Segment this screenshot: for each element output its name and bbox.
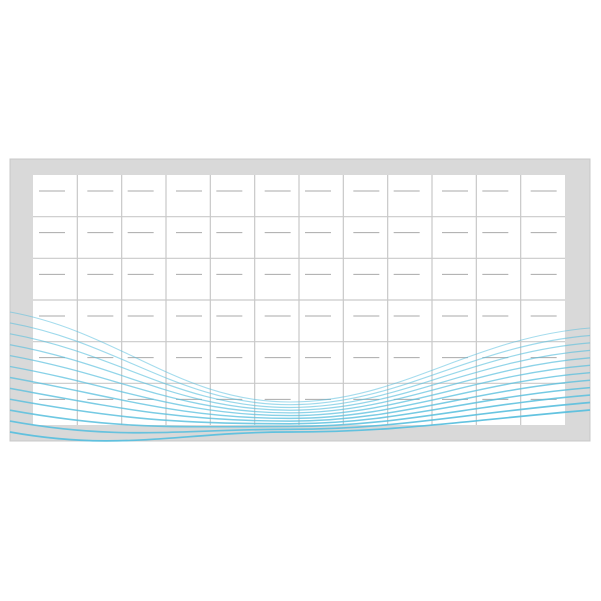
wave-line <box>9 333 591 409</box>
wave-line <box>9 394 591 428</box>
wave-line <box>9 409 591 442</box>
wave-line <box>9 371 591 420</box>
wave-line <box>9 322 591 406</box>
wave-lines <box>9 311 591 442</box>
wave-line <box>9 364 591 417</box>
wave-line <box>9 386 591 425</box>
wave-line <box>9 354 591 414</box>
wave-line <box>9 401 591 434</box>
wave-line <box>9 311 591 403</box>
wave-line <box>9 379 591 422</box>
wave-line <box>9 344 591 411</box>
